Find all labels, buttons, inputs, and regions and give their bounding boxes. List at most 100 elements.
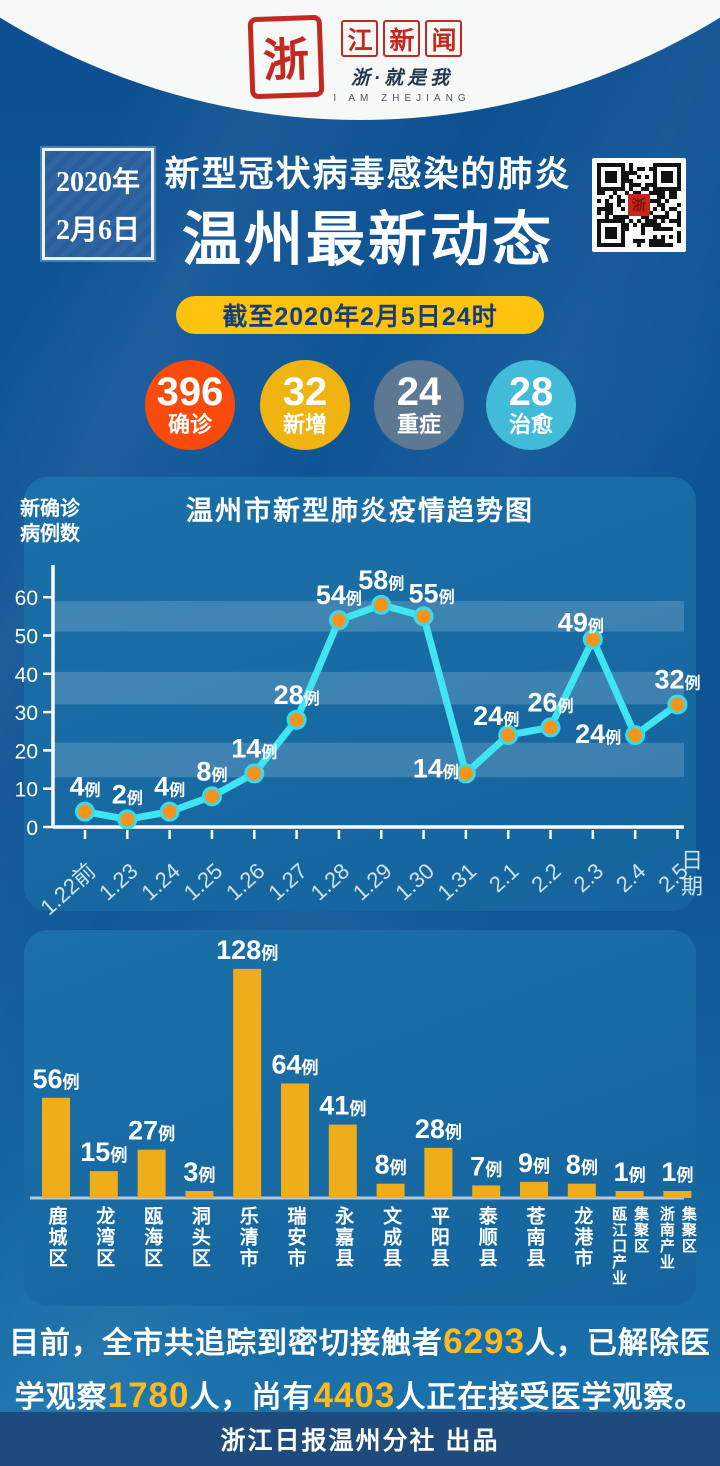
data-point <box>75 801 95 822</box>
stat-severe: 24 重症 <box>374 360 464 450</box>
chart-text: 1.31 <box>433 858 482 905</box>
category-label: 浙南产业 集聚区 <box>657 1206 697 1270</box>
category-label: 永嘉县 <box>332 1206 354 1269</box>
value-label: 9例 <box>518 1148 550 1178</box>
data-point <box>498 725 519 746</box>
value-label: 56例 <box>32 1064 79 1094</box>
chart-text: 2.1 <box>484 858 523 897</box>
stat-confirmed: 396 确诊 <box>145 360 235 450</box>
logo-tagline: 浙·就是我 <box>350 68 454 89</box>
chart-text: 1.27 <box>263 858 312 905</box>
stat-label: 治愈 <box>508 412 553 437</box>
grid-band <box>53 671 684 705</box>
footer-bar: 浙江日报温州分社 出品 <box>0 1412 720 1466</box>
bar <box>663 1191 692 1198</box>
logo-tagline-en: I AM ZHEJIANG <box>333 93 471 104</box>
category-label: 泰顺县 <box>475 1206 497 1269</box>
chart-text: 1.30 <box>390 858 439 905</box>
value-label: 8例 <box>375 1150 407 1180</box>
bar <box>89 1171 118 1198</box>
chart-text: 50 <box>15 626 38 649</box>
chart-text: 30 <box>15 702 38 725</box>
bar <box>137 1149 166 1198</box>
data-point <box>667 694 688 715</box>
stat-new: 32 新增 <box>260 360 350 450</box>
bar <box>185 1191 214 1198</box>
category-label: 乐清市 <box>236 1206 258 1269</box>
logo-box-char: 闻 <box>425 20 463 57</box>
trend-chart-panel: 温州市新型肺炎疫情趋势图 新确诊 病例数 0 10 20 30 40 50 60 1.22前 1… <box>15 477 703 920</box>
category-label: 文成县 <box>380 1206 402 1269</box>
bar <box>472 1185 501 1198</box>
stat-label: 新增 <box>282 412 327 437</box>
chart-text: 60 <box>15 587 38 610</box>
bar <box>376 1183 405 1198</box>
chart-text: 10 <box>15 779 38 802</box>
logo-boxed-chars: 江 新 闻 <box>341 20 463 57</box>
y-axis-label: 新确诊 病例数 <box>20 498 80 545</box>
value-label: 55例 <box>409 578 455 608</box>
value-label: 54例 <box>316 580 362 610</box>
category-label: 鹿城区 <box>45 1206 67 1269</box>
bar <box>615 1191 644 1198</box>
chart-text: 1.26 <box>221 858 270 905</box>
main-title: 温州最新动态 <box>181 207 554 273</box>
value-label: 2例 <box>112 779 143 809</box>
qr-center-seal-icon: 浙 <box>628 194 650 216</box>
stat-label: 确诊 <box>167 412 212 437</box>
value-label: 4例 <box>154 772 185 802</box>
value-label: 14例 <box>413 753 459 783</box>
value-label: 4例 <box>69 772 100 802</box>
asof-pill: 截至2020年2月5日24时 <box>176 296 544 334</box>
data-point <box>540 717 561 738</box>
qr-code: 浙 <box>592 158 686 252</box>
stat-value: 32 <box>282 370 328 414</box>
stat-value: 396 <box>156 370 224 414</box>
value-label: 3例 <box>183 1157 215 1187</box>
footer-credit: 浙江日报温州分社 出品 <box>220 1427 500 1455</box>
summary-text: 目前，全市共追踪到密切接触者6293人，已解除医 学观察1780人，尚有4403人… <box>0 1316 720 1424</box>
value-label: 8例 <box>566 1150 598 1180</box>
category-label: 苍南县 <box>523 1206 545 1269</box>
bar <box>424 1147 453 1198</box>
value-label: 1例 <box>661 1157 693 1187</box>
data-point <box>582 629 603 650</box>
value-label: 28例 <box>274 680 320 710</box>
value-label: 24例 <box>575 719 621 749</box>
category-label: 龙湾区 <box>93 1206 115 1269</box>
trend-chart-svg: 01020304050601.22前1.231.241.251.261.271.… <box>15 565 703 920</box>
category-label: 瑞安市 <box>284 1206 306 1269</box>
data-point <box>286 709 307 730</box>
value-label: 41例 <box>319 1091 366 1121</box>
chart-text: 2.4 <box>611 858 650 897</box>
value-label: 24例 <box>473 701 519 731</box>
bar <box>42 1097 70 1198</box>
date-line-1: 2020年 <box>55 167 140 198</box>
data-point <box>371 594 392 615</box>
data-point <box>328 610 349 631</box>
chart-text: 40 <box>15 664 38 687</box>
stat-value: 24 <box>396 370 442 414</box>
chart-text: 期 <box>681 874 703 899</box>
date-line-2: 2月6日 <box>55 215 140 246</box>
bar <box>281 1083 309 1198</box>
bar <box>520 1181 548 1198</box>
value-label: 128例 <box>216 935 278 965</box>
value-label: 14例 <box>231 733 277 763</box>
chart-text: 日 <box>681 848 703 873</box>
value-label: 26例 <box>527 687 573 717</box>
stat-value: 28 <box>508 370 554 414</box>
chart-text: 0 <box>26 817 38 840</box>
data-point <box>244 763 265 784</box>
chart-text: 2.2 <box>526 858 565 897</box>
logo-seal-icon: 浙 <box>247 14 325 100</box>
grid-band <box>53 742 684 778</box>
chart-text: 1.23 <box>94 858 143 905</box>
summary-line: 目前，全市共追踪到密切接触者6293人，已解除医 <box>9 1322 711 1361</box>
category-label: 洞头区 <box>188 1206 210 1269</box>
logo-box-char: 江 <box>341 20 379 57</box>
subtitle: 新型冠状病毒感染的肺炎 <box>164 155 572 194</box>
chart-text: 20 <box>15 740 38 763</box>
bar <box>233 968 262 1198</box>
